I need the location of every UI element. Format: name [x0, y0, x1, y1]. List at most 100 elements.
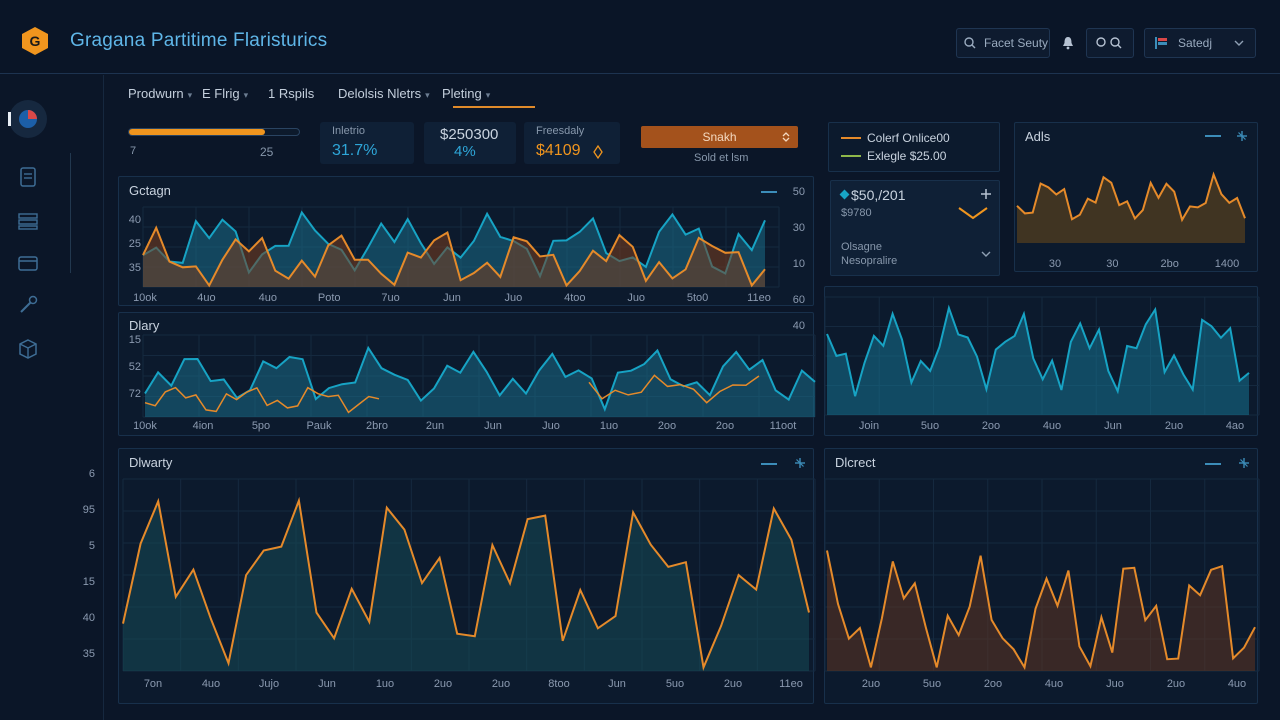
sidebar-divider	[70, 153, 71, 273]
settings-icon[interactable]	[1239, 458, 1249, 468]
settings-dropdown[interactable]: Satedj	[1144, 28, 1256, 58]
kpi-card-2[interactable]: $250300 4%	[424, 122, 516, 164]
chart-panel-4: Join 5uo 2oo 4uo Jun 2uo 4ao	[824, 286, 1260, 436]
chevron-down-icon: ▾	[243, 90, 249, 100]
chart-panel-5: Dlwarty 7on 4uo Jujo Jun 1uo 2uo 2uo 8too Jun 5uo…	[83, 448, 816, 704]
chart-4-svg: Join 5uo 2oo 4uo Jun 2uo 4ao	[824, 296, 1260, 432]
search-icon	[964, 37, 976, 49]
cube-icon[interactable]	[16, 337, 40, 361]
kpi-card-1[interactable]: Inletrio 31.7%	[320, 122, 414, 164]
plus-icon[interactable]	[981, 189, 991, 199]
c1-left-y-tick: 35	[129, 262, 141, 274]
folder-icon[interactable]	[16, 251, 40, 275]
search-button[interactable]: Facet Seuty	[956, 28, 1050, 58]
tab-label: Delolsis Nletrs	[338, 86, 422, 101]
c1-x-tick: Juo	[627, 292, 645, 304]
c4-series-line	[826, 304, 1250, 397]
c3-series-line	[1016, 171, 1246, 223]
c6-series-line	[826, 550, 1256, 671]
zoom-button[interactable]	[1086, 28, 1134, 58]
c3-x-tick: 30	[1049, 258, 1061, 270]
tab-delolsis[interactable]: Delolsis Nletrs ▾	[338, 86, 430, 101]
c6-series-area	[827, 550, 1255, 671]
kpi-card-3[interactable]: Freesdaly $4109	[524, 122, 620, 164]
c5-x-tick: 2uo	[434, 678, 452, 690]
c3-x-tick: 2bo	[1160, 258, 1178, 270]
c5-x-tick: Jun	[608, 678, 626, 690]
active-tab-indicator	[453, 106, 535, 108]
chart-panel-1: Gctagn 10ok 4uo 4uo Poto 7uo Jun Juo 4too Juo 5to…	[118, 176, 814, 306]
legend-label: Colerf Onlice00	[867, 131, 950, 145]
kpi-label: $250300	[440, 126, 499, 143]
legend-panel: Colerf Onlice00 Exlegle $25.00	[828, 122, 1000, 172]
legend-swatch	[841, 155, 861, 157]
snakh-sublabel: Sold et lsm	[694, 152, 749, 164]
c6-x-tick: 4uo	[1228, 678, 1246, 690]
tab-prodwurn[interactable]: Prodwurn ▾	[128, 86, 192, 101]
c5-x-tick: Jun	[318, 678, 336, 690]
tab-label: E Flrig	[202, 86, 240, 101]
minimize-icon[interactable]	[761, 463, 777, 465]
c2-series-teal-line	[144, 345, 816, 412]
trend-down-icon	[958, 207, 988, 220]
chevron-down-icon: ▾	[425, 90, 430, 100]
c1-right-y-tick: 30	[793, 222, 805, 234]
chart-1-title: Gctagn	[129, 183, 171, 198]
chart-2-title: Dlary	[129, 318, 160, 333]
wrench-icon[interactable]	[16, 293, 40, 317]
c2-x-tick: 1uo	[600, 420, 618, 432]
c6-x-tick: 2uo	[862, 678, 880, 690]
c2-right-y-tick: 40	[793, 320, 805, 332]
c1-right-y-tick: 10	[793, 258, 805, 270]
flag-icon	[1155, 37, 1167, 49]
minimize-icon[interactable]	[761, 191, 777, 193]
chart-3-title: Adls	[1025, 129, 1051, 144]
c4-series-area	[827, 308, 1249, 415]
avatar-icon[interactable]	[8, 99, 48, 139]
c2-x-tick: 2un	[426, 420, 444, 432]
c6-x-tick: Juo	[1106, 678, 1124, 690]
c6-x-tick: 2uo	[1167, 678, 1185, 690]
c5-series-area	[123, 500, 809, 671]
c5-left-y-tick: 5	[89, 540, 95, 552]
settings-icon[interactable]	[795, 458, 805, 468]
minimize-icon[interactable]	[1205, 135, 1221, 137]
stack-icon[interactable]	[16, 209, 40, 233]
stat-label-2: Nesopralire	[841, 255, 898, 267]
c1-x-tick: Juo	[505, 292, 523, 304]
c5-left-y-tick: 40	[83, 612, 95, 624]
c1-x-tick: 10ok	[133, 292, 157, 304]
tab-eflrig[interactable]: E Flrig ▾	[202, 86, 248, 101]
c4-x-tick: 5uo	[921, 420, 939, 432]
bell-icon[interactable]	[1062, 36, 1074, 50]
zoom-icon	[1096, 37, 1122, 49]
c2-x-tick: 11oot	[770, 420, 797, 432]
document-icon[interactable]	[16, 165, 40, 189]
tab-rspils[interactable]: 1 Rspils	[268, 86, 314, 101]
snakh-label: Snakh	[702, 130, 737, 144]
c5-left-y-tick: 95	[83, 504, 95, 516]
c5-left-y-tick: 15	[83, 576, 95, 588]
top-bar: G Gragana Partitime Flaristurics Facet S…	[0, 0, 1280, 74]
stat-card[interactable]: $50,/201 $9780 Olsagne Nesopralire	[830, 180, 1000, 276]
chart-panel-6: Dlcrect 2uo 5uo 2oo 4uo Juo 2uo 4uo	[824, 448, 1260, 704]
minimize-icon[interactable]	[1205, 463, 1221, 465]
stat-diamond-icon	[839, 189, 850, 200]
chart-5-title: Dlwarty	[129, 455, 173, 470]
c2-x-tick: 4ion	[193, 420, 214, 432]
settings-icon[interactable]	[1237, 131, 1247, 141]
c2-x-tick: Pauk	[306, 420, 332, 432]
c2-left-y-tick: 52	[129, 361, 141, 373]
search-label: Facet Seuty	[984, 36, 1049, 50]
snakh-button[interactable]: Snakh	[641, 126, 798, 148]
c3-x-tick: 30	[1106, 258, 1118, 270]
tab-pleting[interactable]: Pleting ▾	[442, 86, 490, 101]
progress-fill	[129, 129, 265, 135]
c5-left-y-tick: 35	[83, 648, 95, 660]
chevron-down-icon[interactable]	[981, 251, 991, 257]
progress-bar	[128, 128, 300, 136]
logo-letter: G	[30, 33, 41, 49]
settings-label: Satedj	[1178, 36, 1213, 50]
c2-left-y-tick: 72	[129, 388, 141, 400]
c3-x-tick: 1400	[1215, 258, 1239, 270]
